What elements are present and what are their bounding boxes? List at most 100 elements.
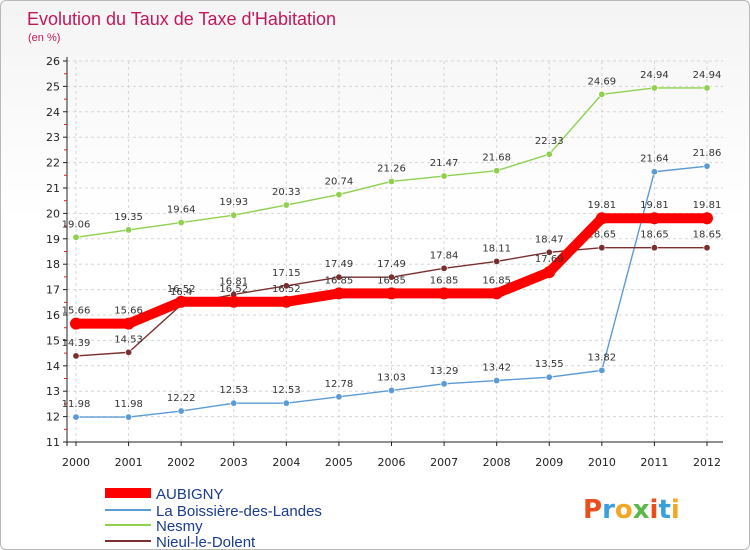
data-point-aubigny (595, 212, 608, 225)
chart-subtitle: (en %) (28, 32, 60, 44)
data-point-aubigny (280, 295, 293, 308)
data-label-nieul-le-dolent: 18.11 (482, 243, 511, 254)
data-point-la-boissi-re-des-landes (230, 399, 238, 407)
data-label-nieul-le-dolent: 14.53 (114, 334, 143, 345)
data-point-nesmy (230, 211, 238, 219)
data-label-la-boissi-re-des-landes: 13.82 (588, 352, 617, 363)
y-tick-label: 18 (46, 258, 60, 271)
data-label-la-boissi-re-des-landes: 13.55 (535, 359, 564, 370)
y-tick-label: 15 (46, 334, 60, 347)
x-tick-label: 2003 (220, 456, 248, 469)
logo-letter: x (633, 495, 650, 525)
data-point-la-boissi-re-des-landes (177, 407, 185, 415)
data-point-nieul-le-dolent (72, 352, 80, 360)
data-point-aubigny (385, 287, 398, 300)
y-tick-label: 22 (46, 157, 60, 170)
data-label-aubigny: 16.52 (167, 284, 196, 295)
data-label-aubigny: 16.52 (219, 284, 248, 295)
data-label-nieul-le-dolent: 14.39 (62, 338, 91, 349)
logo-letter: P (583, 495, 602, 525)
x-tick-label: 2005 (325, 456, 353, 469)
logo-text: Proxiti (583, 495, 680, 525)
y-tick-label: 21 (46, 182, 60, 195)
data-label-nesmy: 19.35 (114, 212, 143, 223)
data-point-la-boissi-re-des-landes (282, 399, 290, 407)
x-tick-label: 2012 (693, 456, 721, 469)
data-point-nesmy (177, 219, 185, 227)
data-label-nieul-le-dolent: 17.49 (325, 259, 354, 270)
proxiti-logo: Proxiti (583, 495, 680, 525)
data-label-aubigny: 19.81 (640, 200, 669, 211)
data-point-nesmy (125, 226, 133, 234)
data-point-aubigny (175, 295, 188, 308)
data-point-nieul-le-dolent (598, 244, 606, 252)
data-point-nieul-le-dolent (387, 273, 395, 281)
x-tick-label: 2000 (62, 456, 90, 469)
plot-area: 11 12 13 14 15 16 17 18 19 20 21 22 23 24 25 26 2000 2001… (46, 55, 723, 469)
data-point-aubigny (648, 212, 661, 225)
data-label-aubigny: 16.52 (272, 284, 301, 295)
data-label-aubigny: 16.85 (430, 275, 459, 286)
x-tick-label: 2002 (167, 456, 195, 469)
data-point-nesmy (650, 84, 658, 92)
logo-letter: r (602, 495, 615, 525)
data-label-la-boissi-re-des-landes: 11.98 (114, 399, 143, 410)
data-point-aubigny (438, 287, 451, 300)
data-label-aubigny: 15.66 (114, 306, 143, 317)
data-point-la-boissi-re-des-landes (493, 377, 501, 385)
data-label-nieul-le-dolent: 16.81 (219, 276, 248, 287)
data-label-nieul-le-dolent: 18.65 (640, 230, 669, 241)
x-tick-label: 2009 (535, 456, 563, 469)
data-label-nesmy: 21.26 (377, 163, 406, 174)
data-point-la-boissi-re-des-landes (125, 413, 133, 421)
data-label-nieul-le-dolent: 17.15 (272, 268, 301, 279)
data-label-nesmy: 19.93 (219, 197, 248, 208)
data-label-la-boissi-re-des-landes: 12.53 (272, 385, 301, 396)
y-tick-label: 13 (46, 385, 60, 398)
x-tick-label: 2004 (272, 456, 300, 469)
data-point-nieul-le-dolent (125, 348, 133, 356)
data-point-la-boissi-re-des-landes (72, 413, 80, 421)
chart-title: Evolution du Taux de Taxe d'Habitation (27, 9, 336, 29)
data-label-nieul-le-dolent: 18.65 (588, 230, 617, 241)
logo-letter: t (658, 495, 670, 525)
y-tick-label: 12 (46, 411, 60, 424)
data-label-nesmy: 19.64 (167, 205, 196, 216)
data-point-nesmy (335, 191, 343, 199)
data-label-la-boissi-re-des-landes: 12.53 (219, 385, 248, 396)
data-label-nieul-le-dolent: 18.47 (535, 234, 564, 245)
data-label-nesmy: 24.94 (640, 70, 669, 81)
data-point-nesmy (282, 201, 290, 209)
y-tick-label: 17 (46, 284, 60, 297)
data-label-la-boissi-re-des-landes: 11.98 (62, 399, 91, 410)
data-label-aubigny: 19.81 (693, 200, 722, 211)
data-point-nieul-le-dolent (545, 248, 553, 256)
logo-letter: o (615, 495, 633, 525)
x-tick-label: 2010 (588, 456, 616, 469)
data-label-aubigny: 16.85 (325, 275, 354, 286)
data-point-nesmy (440, 172, 448, 180)
data-label-nieul-le-dolent: 16.4 (170, 287, 192, 298)
data-point-aubigny (490, 287, 503, 300)
data-label-nieul-le-dolent: 17.49 (377, 259, 406, 270)
x-tick-label: 2001 (115, 456, 143, 469)
data-point-la-boissi-re-des-landes (598, 366, 606, 374)
y-tick-label: 16 (46, 309, 60, 322)
data-point-nieul-le-dolent (335, 273, 343, 281)
data-label-la-boissi-re-des-landes: 21.64 (640, 154, 669, 165)
data-label-la-boissi-re-des-landes: 13.29 (430, 366, 459, 377)
data-label-aubigny: 15.66 (62, 306, 91, 317)
logo-letter: i (650, 495, 659, 525)
data-point-nesmy (72, 233, 80, 241)
y-tick-label: 11 (46, 436, 60, 449)
data-point-nesmy (545, 150, 553, 158)
logo-letter: i (671, 495, 680, 525)
legend-label-la-boissi-re-des-landes: La Boissière-des-Landes (156, 503, 322, 520)
data-label-nieul-le-dolent: 17.84 (430, 250, 459, 261)
data-label-aubigny: 16.85 (482, 275, 511, 286)
y-tick-label: 19 (46, 233, 60, 246)
data-point-la-boissi-re-des-landes (440, 380, 448, 388)
x-tick-label: 2006 (378, 456, 406, 469)
